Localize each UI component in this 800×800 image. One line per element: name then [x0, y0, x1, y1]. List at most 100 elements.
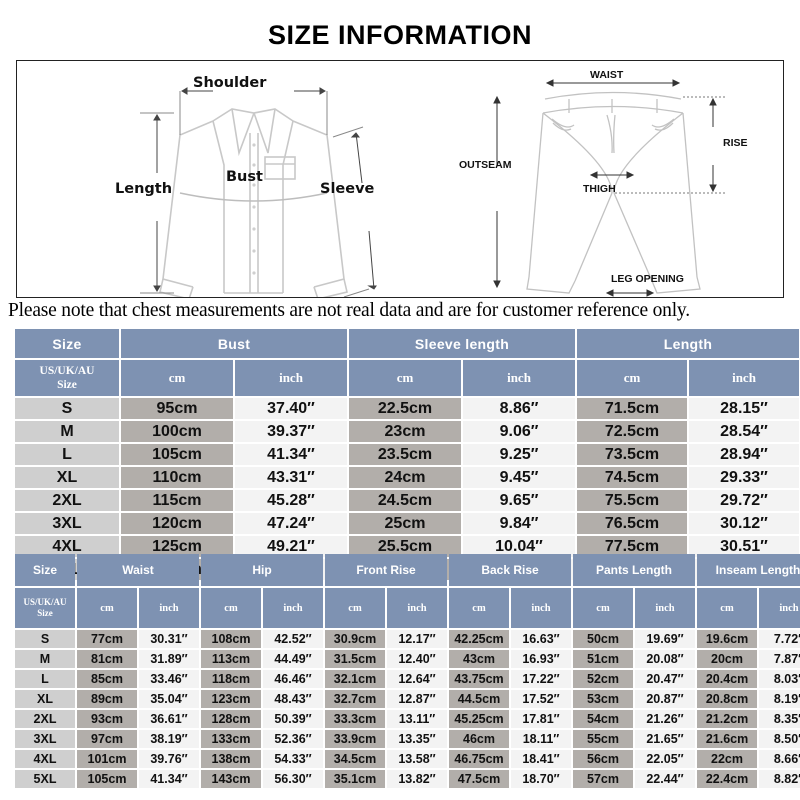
cell-waist-cm: 97cm — [77, 730, 137, 748]
cell-waist-inch: 35.04″ — [139, 690, 199, 708]
cell-size: 4XL — [15, 750, 75, 768]
header-back-rise-inch: inch — [511, 588, 571, 628]
cell-hip-cm: 138cm — [201, 750, 261, 768]
cell-back-rise-inch: 18.11″ — [511, 730, 571, 748]
shirt-length-label: Length — [115, 181, 173, 197]
cell-back-rise-cm: 46.75cm — [449, 750, 509, 768]
cell-length-inch: 28.94″ — [689, 444, 799, 465]
cell-sleeve-cm: 25.5cm — [349, 536, 461, 557]
cell-waist-inch: 41.34″ — [139, 770, 199, 788]
cell-inseam-cm: 20.8cm — [697, 690, 758, 708]
table-row: M 100cm 39.37″ 23cm 9.06″ 72.5cm 28.54″ — [15, 421, 799, 442]
header-length: Length — [577, 329, 799, 358]
cell-length-cm: 71.5cm — [577, 398, 687, 419]
cell-bust-cm: 110cm — [121, 467, 233, 488]
cell-sleeve-cm: 25cm — [349, 513, 461, 534]
cell-size: 2XL — [15, 710, 75, 728]
header-us-uk-au-size: US/UK/AU Size — [15, 588, 75, 628]
cell-sleeve-inch: 10.04″ — [463, 536, 575, 557]
cell-size: 3XL — [15, 513, 119, 534]
cell-inseam-inch: 7.72″ — [759, 630, 800, 648]
cell-sleeve-cm: 23cm — [349, 421, 461, 442]
table-row: 4XL 101cm 39.76″ 138cm 54.33″ 34.5cm 13.58″ 46.… — [15, 750, 800, 768]
cell-bust-inch: 49.21″ — [235, 536, 347, 557]
cell-inseam-inch: 8.19″ — [759, 690, 800, 708]
header-bust: Bust — [121, 329, 347, 358]
cell-waist-inch: 33.46″ — [139, 670, 199, 688]
cell-length-inch: 29.33″ — [689, 467, 799, 488]
cell-length-cm: 72.5cm — [577, 421, 687, 442]
cell-size: 5XL — [15, 770, 75, 788]
table-bust-sub-header-row: US/UK/AU Size cm inch cm inch cm inch — [15, 360, 799, 396]
header-us-uk-au-size: US/UK/AU Size — [15, 360, 119, 396]
cell-back-rise-inch: 18.41″ — [511, 750, 571, 768]
header-waist-cm: cm — [77, 588, 137, 628]
cell-length-inch: 30.12″ — [689, 513, 799, 534]
shirt-sleeve-label: Sleeve — [320, 181, 375, 197]
cell-waist-cm: 93cm — [77, 710, 137, 728]
cell-bust-inch: 45.28″ — [235, 490, 347, 511]
cell-hip-inch: 56.30″ — [263, 770, 323, 788]
header-waist: Waist — [77, 554, 199, 586]
table-row: 3XL 97cm 38.19″ 133cm 52.36″ 33.9cm 13.35″ 46cm… — [15, 730, 800, 748]
header-hip-inch: inch — [263, 588, 323, 628]
cell-inseam-cm: 20.4cm — [697, 670, 758, 688]
header-front-rise: Front Rise — [325, 554, 447, 586]
cell-front-rise-cm: 33.9cm — [325, 730, 385, 748]
cell-pants-length-inch: 22.05″ — [635, 750, 696, 768]
cell-back-rise-cm: 45.25cm — [449, 710, 509, 728]
cell-length-cm: 76.5cm — [577, 513, 687, 534]
table-row: S 77cm 30.31″ 108cm 42.52″ 30.9cm 12.17″ 42.25c… — [15, 630, 800, 648]
cell-front-rise-inch: 12.64″ — [387, 670, 447, 688]
cell-front-rise-cm: 35.1cm — [325, 770, 385, 788]
header-sleeve-cm: cm — [349, 360, 461, 396]
cell-inseam-inch: 8.82″ — [759, 770, 800, 788]
cell-waist-cm: 89cm — [77, 690, 137, 708]
header-hip-cm: cm — [201, 588, 261, 628]
cell-front-rise-inch: 13.11″ — [387, 710, 447, 728]
cell-front-rise-inch: 13.58″ — [387, 750, 447, 768]
cell-length-cm: 75.5cm — [577, 490, 687, 511]
cell-size: L — [15, 444, 119, 465]
cell-hip-cm: 118cm — [201, 670, 261, 688]
cell-pants-length-inch: 20.87″ — [635, 690, 696, 708]
cell-hip-cm: 128cm — [201, 710, 261, 728]
cell-back-rise-cm: 47.5cm — [449, 770, 509, 788]
cell-size: XL — [15, 690, 75, 708]
cell-sleeve-inch: 9.45″ — [463, 467, 575, 488]
header-inseam-length: Inseam Length — [697, 554, 800, 586]
cell-bust-inch: 41.34″ — [235, 444, 347, 465]
cell-bust-inch: 43.31″ — [235, 467, 347, 488]
cell-back-rise-inch: 18.70″ — [511, 770, 571, 788]
table-row: 4XL 125cm 49.21″ 25.5cm 10.04″ 77.5cm 30.51″ — [15, 536, 799, 557]
cell-waist-inch: 38.19″ — [139, 730, 199, 748]
cell-size: M — [15, 421, 119, 442]
cell-sleeve-inch: 9.84″ — [463, 513, 575, 534]
cell-bust-cm: 125cm — [121, 536, 233, 557]
header-bust-inch: inch — [235, 360, 347, 396]
table-row: 2XL 115cm 45.28″ 24.5cm 9.65″ 75.5cm 29.72″ — [15, 490, 799, 511]
cell-front-rise-inch: 12.40″ — [387, 650, 447, 668]
header-back-rise: Back Rise — [449, 554, 571, 586]
header-bust-cm: cm — [121, 360, 233, 396]
cell-bust-cm: 105cm — [121, 444, 233, 465]
table-row: 3XL 120cm 47.24″ 25cm 9.84″ 76.5cm 30.12″ — [15, 513, 799, 534]
cell-size: 3XL — [15, 730, 75, 748]
pants-diagram: WAIST RISE OUTSEAM THIGH LEG OPENING — [457, 61, 783, 297]
cell-waist-inch: 36.61″ — [139, 710, 199, 728]
shirt-bust-label: Bust — [226, 169, 263, 185]
header-back-rise-cm: cm — [449, 588, 509, 628]
size-sub-line1: US/UK/AU — [23, 597, 67, 607]
cell-back-rise-cm: 42.25cm — [449, 630, 509, 648]
cell-sleeve-cm: 24cm — [349, 467, 461, 488]
cell-pants-length-cm: 53cm — [573, 690, 633, 708]
table-pants-group-header-row: Size Waist Hip Front Rise Back Rise Pant… — [15, 554, 800, 586]
table-row: M 81cm 31.89″ 113cm 44.49″ 31.5cm 12.40″ 43cm 16… — [15, 650, 800, 668]
cell-inseam-inch: 8.35″ — [759, 710, 800, 728]
header-length-cm: cm — [577, 360, 687, 396]
header-front-rise-cm: cm — [325, 588, 385, 628]
cell-size: M — [15, 650, 75, 668]
cell-pants-length-inch: 21.26″ — [635, 710, 696, 728]
header-inseam-inch: inch — [759, 588, 800, 628]
cell-inseam-cm: 20cm — [697, 650, 758, 668]
